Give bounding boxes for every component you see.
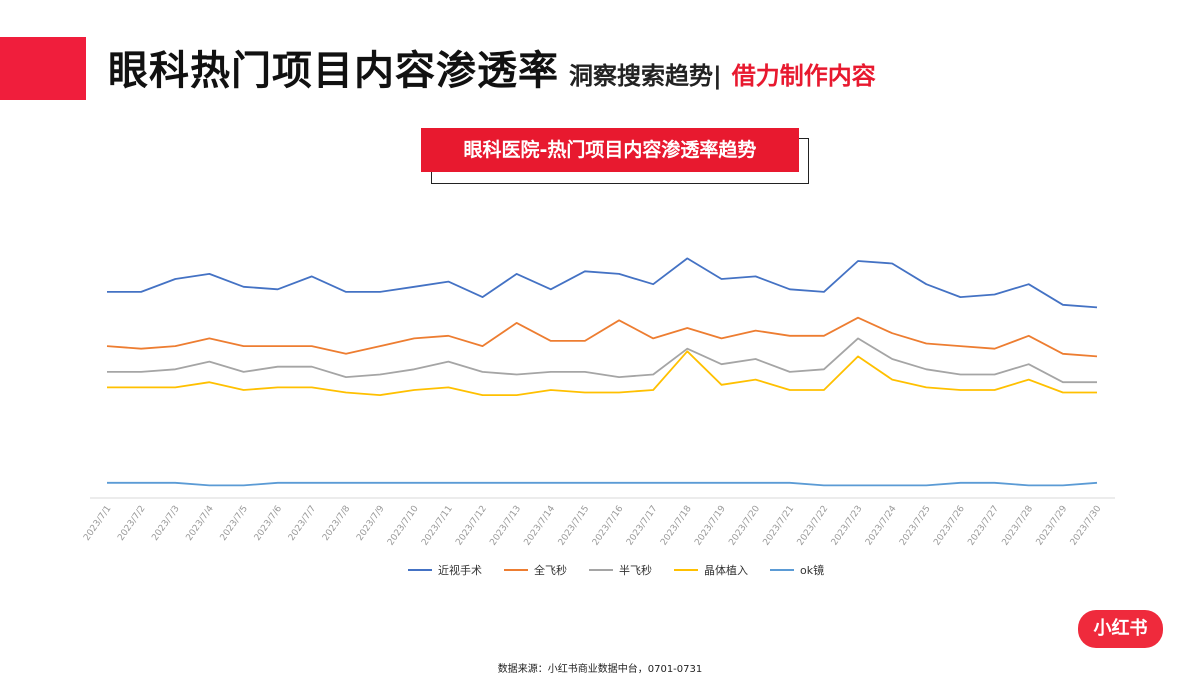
x-tick-label: 2023/7/26 [932, 504, 967, 548]
legend-swatch [674, 569, 698, 571]
legend-item: 全飞秒 [504, 562, 567, 578]
x-tick-label: 2023/7/22 [796, 504, 831, 548]
x-tick-label: 2023/7/14 [523, 504, 558, 548]
series-line-4 [107, 481, 1098, 487]
series-line-2 [107, 337, 1097, 384]
page-subtitle-2: 借力制作内容 [731, 62, 876, 90]
x-tick-label: 2023/7/25 [898, 504, 933, 548]
chart-title: 眼科医院-热门项目内容渗透率趋势 [421, 128, 799, 172]
x-tick-label: 2023/7/16 [591, 504, 626, 548]
series-line-1 [106, 316, 1098, 358]
x-tick-label: 2023/7/27 [966, 504, 1001, 548]
data-source-note: 数据来源：小红书商业数据中台，0701-0731 [497, 664, 703, 675]
chart-legend: 近视手术 全飞秒 半飞秒 晶体植入 ok镜 [408, 562, 824, 578]
series-line-3 [107, 350, 1097, 397]
x-tick-label: 2023/7/8 [321, 504, 353, 543]
x-tick-label: 2023/7/6 [253, 504, 285, 543]
legend-swatch [408, 569, 432, 571]
header: 眼科热门项目内容渗透率 洞察搜索趋势| 借力制作内容 [108, 38, 876, 98]
x-tick-label: 2023/7/12 [454, 504, 489, 548]
page-title: 眼科热门项目内容渗透率 [108, 48, 559, 94]
legend-label: 晶体植入 [704, 564, 748, 577]
x-tick-label: 2023/7/21 [762, 504, 797, 548]
x-tick-label: 2023/7/29 [1035, 504, 1070, 548]
x-tick-label: 2023/7/5 [219, 504, 250, 543]
legend-label: 近视手术 [438, 564, 482, 577]
x-tick-label: 2023/7/10 [386, 504, 421, 548]
legend-item: 半飞秒 [589, 562, 652, 578]
x-tick-label: 2023/7/1 [82, 504, 113, 543]
legend-label: 全飞秒 [534, 564, 567, 577]
page-subtitle-1: 洞察搜索趋势| [569, 62, 722, 90]
chart-title-box: 眼科医院-热门项目内容渗透率趋势 [421, 128, 809, 184]
x-tick-label: 2023/7/11 [420, 504, 455, 548]
x-tick-label: 2023/7/9 [355, 504, 387, 543]
x-tick-label: 2023/7/2 [116, 504, 147, 543]
x-tick-label: 2023/7/17 [625, 504, 660, 548]
legend-label: ok镜 [800, 564, 825, 577]
legend-item: ok镜 [770, 562, 824, 578]
x-tick-label: 2023/7/23 [830, 504, 865, 548]
legend-swatch [589, 569, 613, 571]
legend-item: 晶体植入 [674, 562, 748, 578]
x-tick-label: 2023/7/18 [659, 504, 694, 548]
x-tick-label: 2023/7/24 [864, 504, 899, 548]
x-tick-label: 2023/7/15 [557, 504, 592, 548]
series-line-0 [107, 257, 1098, 309]
x-tick-label: 2023/7/19 [693, 504, 728, 548]
red-accent-block [0, 37, 86, 100]
x-tick-label: 2023/7/28 [1001, 504, 1036, 548]
x-tick-label: 2023/7/13 [488, 504, 523, 548]
legend-label: 半飞秒 [619, 564, 652, 577]
xiaohongshu-logo: 小红书 [1078, 610, 1163, 648]
x-tick-label: 2023/7/20 [727, 504, 762, 548]
x-tick-label: 2023/7/30 [1069, 504, 1104, 548]
legend-swatch [770, 569, 794, 571]
legend-swatch [504, 569, 528, 571]
x-tick-label: 2023/7/4 [184, 504, 216, 543]
legend-item: 近视手术 [408, 562, 482, 578]
x-tick-label: 2023/7/3 [150, 504, 181, 543]
x-tick-label: 2023/7/7 [287, 504, 318, 543]
